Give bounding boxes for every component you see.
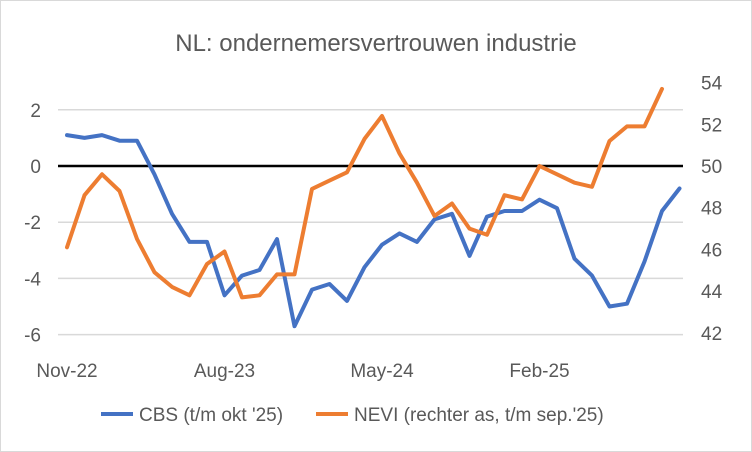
y-right-tick-label: 46: [701, 240, 722, 261]
legend-label: CBS (t/m okt '25): [139, 405, 283, 426]
legend-label: NEVI (rechter as, t/m sep.'25): [354, 405, 604, 426]
x-tick-label: Nov-22: [36, 361, 97, 382]
y-left-tick-label: 0: [30, 157, 41, 178]
chart-title: NL: ondernemersvertrouwen industrie: [175, 30, 577, 57]
y-right-tick-label: 54: [701, 74, 723, 95]
y-left-tick-label: -2: [24, 213, 41, 234]
x-tick-label: Feb-25: [509, 361, 569, 382]
y-right-tick-label: 42: [701, 324, 722, 345]
y-right-tick-label: 52: [701, 115, 722, 136]
y-right-tick-label: 48: [701, 199, 722, 220]
y-left-tick-label: -4: [24, 269, 41, 290]
series-line-cbs: [65, 133, 682, 329]
y-left-tick-label: -6: [24, 326, 41, 347]
y-right-tick-label: 50: [701, 157, 722, 178]
x-tick-label: May-24: [350, 361, 414, 382]
y-right-tick-label: 44: [701, 282, 723, 303]
y-left-tick-label: 2: [30, 101, 41, 122]
x-tick-label: Aug-23: [194, 361, 255, 382]
